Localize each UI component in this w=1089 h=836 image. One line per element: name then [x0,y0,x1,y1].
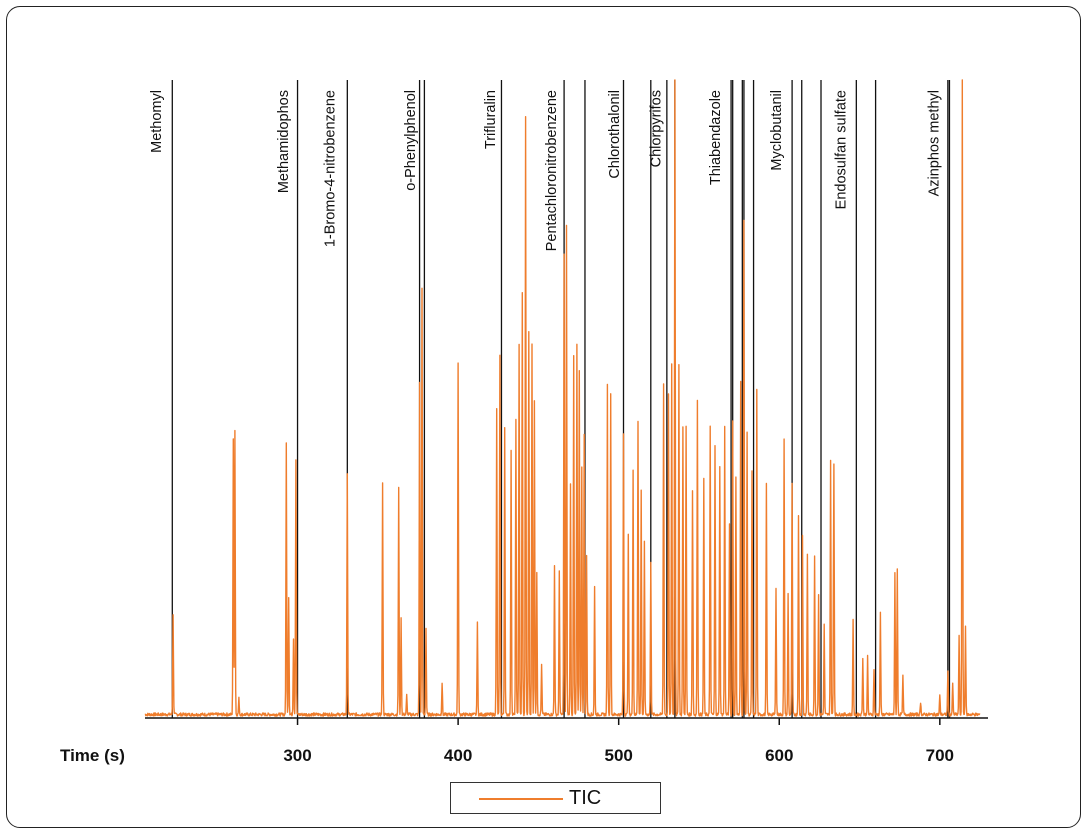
annotation-label-methomyl: Methomyl [149,90,165,153]
series-layer [144,79,981,717]
x-tick-label-300: 300 [283,746,311,765]
annotation-label-endosulfan-sulfate: Endosulfan sulfate [833,90,849,209]
x-tick-label-600: 600 [765,746,793,765]
annotation-label-chlorpyrifos: Chlorpyrifos [649,90,665,167]
x-axis: 300 400 500 600 700 [145,717,988,765]
annotation-label-myclobutanil: Myclobutanil [769,90,785,171]
annotation-label-trifluralin: Trifluralin [483,90,499,149]
x-tick-label-700: 700 [926,746,954,765]
x-axis-label: Time (s) [60,746,125,765]
annotation-label-1-bromo-4-nitrobenzene: 1-Bromo-4-nitrobenzene [323,90,339,247]
annotation-labels: Methomyl Methamidophos 1-Bromo-4-nitrobenz… [149,90,942,251]
legend-entry-tic: TIC [569,787,602,809]
legend: TIC [450,782,661,814]
annotation-label-azinphos-methyl: Azinphos methyl [926,90,942,196]
legend-swatch-tic [479,798,563,800]
x-tick-label-500: 500 [604,746,632,765]
annotation-label-o-phenylphenol: o-Phenylphenol [403,90,419,191]
x-tick-label-400: 400 [444,746,472,765]
annotation-label-chlorothalonil: Chlorothalonil [607,90,623,179]
annotation-label-methamidophos: Methamidophos [276,90,292,193]
annotation-label-pentachloronitrobenzene: Pentachloronitrobenzene [544,90,560,251]
series-tic-line [144,79,981,717]
annotation-label-thiabendazole: Thiabendazole [708,90,724,185]
